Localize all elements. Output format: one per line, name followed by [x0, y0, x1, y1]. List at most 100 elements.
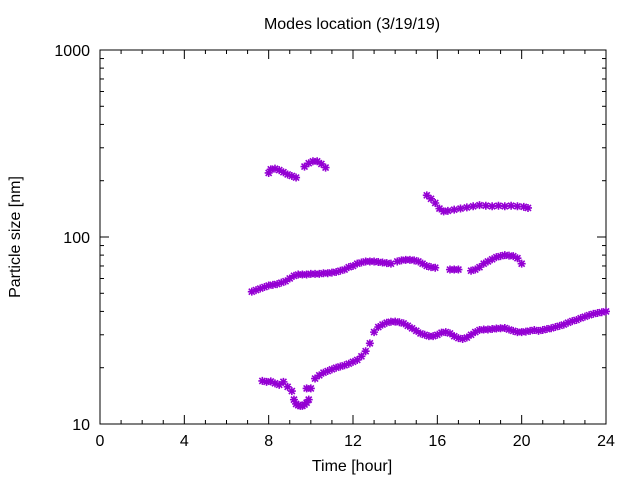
data-point — [572, 315, 581, 324]
data-point — [429, 332, 438, 341]
data-point — [370, 257, 379, 266]
data-point — [308, 157, 317, 166]
data-point — [422, 191, 431, 200]
data-point — [509, 326, 518, 335]
data-point — [475, 201, 484, 210]
data-point — [374, 323, 383, 332]
data-point — [509, 252, 518, 261]
data-point — [283, 382, 292, 391]
data-point — [281, 277, 290, 286]
data-point — [365, 257, 374, 266]
data-point — [357, 258, 366, 267]
data-point — [500, 202, 509, 211]
data-point — [418, 259, 427, 268]
data-point — [382, 259, 391, 268]
data-point — [279, 377, 288, 386]
data-point — [311, 269, 320, 278]
data-point — [467, 330, 476, 339]
data-point — [450, 332, 459, 341]
data-point — [304, 395, 313, 404]
data-point — [547, 324, 556, 333]
data-point — [397, 256, 406, 265]
data-point — [275, 380, 284, 389]
x-tick-label: 16 — [428, 433, 446, 450]
data-point — [365, 339, 374, 348]
data-point — [602, 307, 610, 316]
data-point — [479, 325, 488, 334]
y-tick-label: 10 — [72, 417, 90, 434]
data-point — [475, 326, 484, 335]
x-tick-label: 12 — [344, 433, 362, 450]
data-point — [435, 204, 444, 213]
y-tick-label: 100 — [63, 230, 90, 247]
data-point — [458, 334, 467, 343]
data-point — [555, 321, 564, 330]
data-point — [585, 311, 594, 320]
data-point — [431, 198, 440, 207]
data-point — [357, 352, 366, 361]
data-point — [492, 324, 501, 333]
data-point — [559, 320, 568, 329]
data-point — [523, 203, 532, 212]
data-point — [414, 257, 423, 266]
data-point — [416, 329, 425, 338]
x-axis-label: Time [hour] — [312, 458, 392, 475]
data-point — [471, 265, 480, 274]
data-point — [420, 330, 429, 339]
data-point — [315, 371, 324, 380]
data-point — [505, 325, 514, 334]
y-axis-label: Particle size [nm] — [7, 176, 24, 298]
data-point — [262, 377, 271, 386]
data-point — [507, 201, 516, 210]
data-point — [327, 268, 336, 277]
data-point — [378, 258, 387, 267]
data-point — [513, 202, 522, 211]
x-tick-label: 8 — [264, 433, 273, 450]
data-point — [496, 252, 505, 261]
data-point — [306, 384, 315, 393]
data-point — [340, 265, 349, 274]
data-point — [260, 283, 269, 292]
data-point — [353, 259, 362, 268]
data-point — [564, 318, 573, 327]
data-point — [517, 259, 526, 268]
data-point — [382, 318, 391, 327]
data-point — [327, 365, 336, 374]
data-point — [492, 253, 501, 262]
data-point — [410, 256, 419, 265]
data-point — [252, 286, 261, 295]
data-point — [494, 201, 503, 210]
data-point — [513, 328, 522, 337]
data-point — [551, 323, 560, 332]
data-point — [311, 374, 320, 383]
data-point — [395, 318, 404, 327]
data-point — [479, 259, 488, 268]
data-point — [405, 255, 414, 264]
data-point — [467, 266, 476, 275]
data-point — [336, 266, 345, 275]
data-point — [513, 254, 522, 263]
data-point — [462, 333, 471, 342]
data-point — [247, 287, 256, 296]
data-points — [247, 157, 610, 410]
data-point — [408, 324, 417, 333]
data-point — [441, 328, 450, 337]
data-point — [443, 206, 452, 215]
data-point — [264, 168, 273, 177]
data-point — [393, 257, 402, 266]
data-point — [361, 347, 370, 356]
data-point — [332, 267, 341, 276]
data-point — [431, 263, 440, 272]
data-point — [399, 319, 408, 328]
data-point — [576, 314, 585, 323]
data-point — [279, 168, 288, 177]
data-point — [568, 317, 577, 326]
data-point — [273, 280, 282, 289]
x-tick-label: 4 — [180, 433, 189, 450]
data-point — [340, 361, 349, 370]
data-point — [401, 255, 410, 264]
data-point — [283, 170, 292, 179]
data-point — [332, 363, 341, 372]
data-point — [344, 359, 353, 368]
data-point — [294, 270, 303, 279]
